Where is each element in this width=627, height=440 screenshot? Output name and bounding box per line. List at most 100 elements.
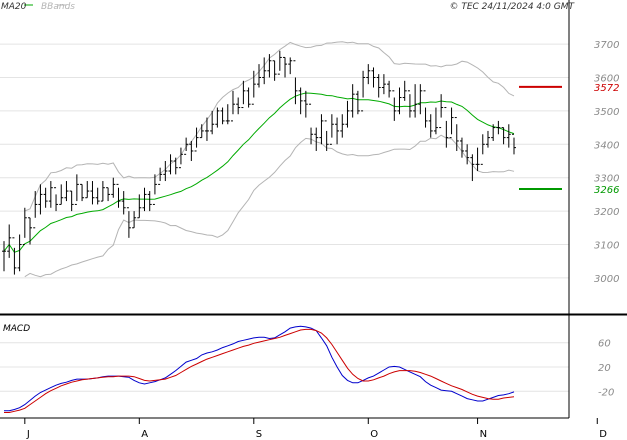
price-bar [241,80,246,109]
price-bar [204,117,209,141]
price-bar [215,107,220,128]
price-bar [225,104,230,125]
price-bar [444,107,449,148]
price-bar [43,187,48,208]
support-level-label: 3266 [594,185,619,196]
price-bar [95,187,100,205]
price-bar [329,114,334,145]
ma20-legend-label: MA20 [1,2,27,12]
price-bars [2,50,516,275]
x-tick-label: J [26,429,30,440]
price-bar [142,187,147,212]
price-bar [267,54,272,78]
price-bar [54,187,59,212]
price-bar [28,217,33,245]
price-bar [69,190,74,212]
price-bar [298,87,303,115]
price-tick-label: 3600 [594,73,619,84]
price-bar [293,60,298,105]
price-bar [22,207,27,246]
price-bar [194,127,199,152]
price-bar [350,84,355,118]
price-bar [210,110,215,135]
price-bar [423,90,428,128]
price-bar [7,224,12,258]
price-bar [85,181,90,199]
macd-tick-label: 60 [598,339,611,350]
price-bar [418,84,423,115]
price-bar [402,80,407,101]
price-bar [33,191,38,229]
price-tick-label: 3000 [594,274,619,285]
price-bar [371,67,376,88]
x-tick-label: S [256,429,262,440]
price-bar [459,137,464,158]
price-bar [277,50,282,75]
price-bar [38,184,43,215]
price-bar [376,74,381,98]
price-bar [90,181,95,205]
price-bar [485,130,490,148]
price-bar [366,64,371,85]
price-bar [407,90,412,118]
price-tick-label: 3200 [594,207,619,218]
price-bar [428,114,433,138]
price-bar [501,127,506,145]
panel-frame [0,0,627,419]
price-bar [80,183,85,202]
price-bar [319,114,324,145]
price-bar [12,237,17,275]
price-bar [236,97,241,115]
price-bar [132,211,137,229]
price-bar [2,241,6,272]
price-bar [324,120,329,151]
price-bar [121,191,126,215]
price-tick-label: 3700 [594,40,619,51]
price-bar [397,87,402,115]
macd-panel-label: MACD [3,324,30,334]
price-bar [137,194,142,219]
price-bar [59,184,64,205]
price-bar [314,127,319,151]
price-bar [288,57,293,75]
macd-tick-label: -20 [598,387,614,398]
price-bar [230,90,235,122]
price-bar [126,207,131,238]
bbands-legend-label: BBands [41,2,75,12]
price-bar [152,174,157,205]
copyright-label: © TEC 24/11/2024 4:0 GMT [449,2,575,12]
price-bar [74,174,79,205]
x-tick-label: O [370,429,378,440]
price-bar [100,181,105,202]
macd-signal-line [4,328,515,413]
price-bar [283,56,288,78]
price-bar [480,134,485,165]
price-bar [189,140,194,161]
bband-lower [24,134,515,278]
price-bar [355,90,360,115]
price-tick-label: 3100 [594,241,619,252]
price-bar [340,114,345,138]
price-bar [48,181,53,208]
price-bar [496,120,501,135]
price-bar [246,87,251,108]
price-bar [64,181,69,202]
price-bar [257,64,261,88]
price-bar [116,183,121,208]
price-bar [433,107,438,135]
macd-tick-label: 20 [598,363,611,374]
price-bar [173,157,178,175]
price-bar [178,147,183,169]
price-tick-label: 3300 [594,174,619,185]
price-bar [361,70,366,112]
price-bar [220,107,225,125]
price-bar [163,160,168,182]
resistance-level-label: 3572 [594,83,619,94]
price-bar [413,84,418,118]
price-bar [184,137,189,155]
price-bar [272,60,277,81]
price-bar [449,107,454,139]
price-bar [17,234,22,272]
price-bar [158,167,163,185]
